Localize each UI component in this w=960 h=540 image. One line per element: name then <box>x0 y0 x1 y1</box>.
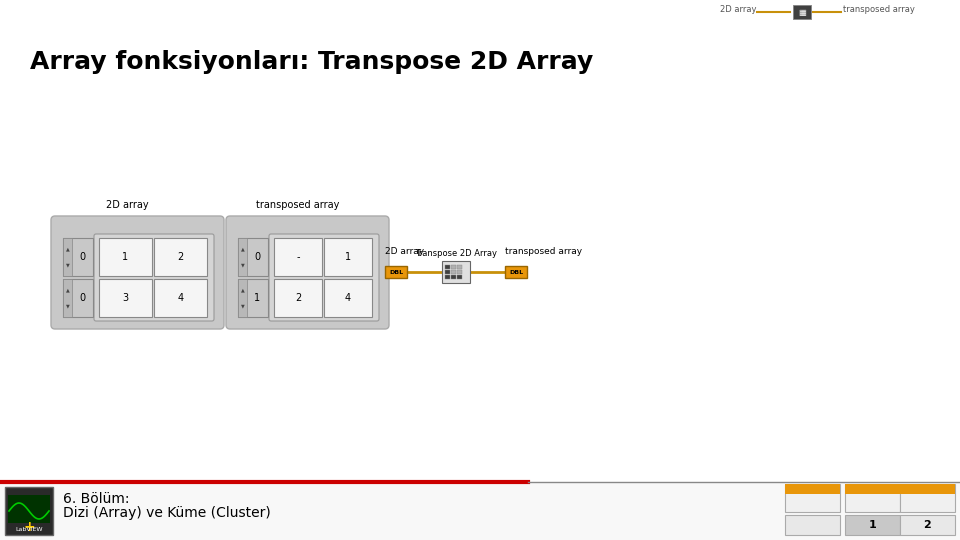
Bar <box>8 495 50 523</box>
Bar <box>445 265 450 269</box>
Bar <box>445 270 450 274</box>
Bar <box>154 238 207 276</box>
Text: 3: 3 <box>123 293 129 303</box>
Bar <box>900 484 955 494</box>
Text: ▲: ▲ <box>65 246 69 251</box>
Bar <box>99 238 152 276</box>
Text: ▲: ▲ <box>65 287 69 292</box>
Bar <box>845 484 900 512</box>
Bar <box>238 238 268 276</box>
Text: Transpose 2D Array: Transpose 2D Array <box>415 249 497 258</box>
Text: ▲: ▲ <box>241 246 245 251</box>
Text: Array fonksiyonları: Transpose 2D Array: Array fonksiyonları: Transpose 2D Array <box>30 50 593 74</box>
Text: 4: 4 <box>345 293 351 303</box>
Bar <box>451 270 456 274</box>
Text: 1: 1 <box>123 252 129 262</box>
Bar <box>457 275 462 279</box>
Bar <box>845 515 900 535</box>
Bar <box>0 482 960 540</box>
Bar <box>5 487 53 535</box>
Text: ▼: ▼ <box>65 304 69 309</box>
Text: Dizi (Array) ve Küme (Cluster): Dizi (Array) ve Küme (Cluster) <box>63 506 271 520</box>
Bar <box>324 279 372 317</box>
Bar <box>785 515 840 535</box>
Text: 2D array: 2D array <box>385 247 424 256</box>
Bar <box>457 265 462 269</box>
Text: DBL: DBL <box>389 269 403 274</box>
Bar <box>442 261 470 283</box>
Bar <box>457 270 462 274</box>
FancyBboxPatch shape <box>226 216 389 329</box>
Bar <box>505 266 527 278</box>
Bar <box>785 484 840 512</box>
FancyBboxPatch shape <box>51 216 224 329</box>
Text: ▲: ▲ <box>241 287 245 292</box>
Text: 2: 2 <box>178 252 183 262</box>
Bar <box>900 484 955 512</box>
Bar <box>238 279 268 317</box>
Text: 2D array: 2D array <box>107 200 149 210</box>
Bar <box>274 238 322 276</box>
Bar <box>451 275 456 279</box>
Text: 2: 2 <box>295 293 301 303</box>
Text: 1: 1 <box>869 520 876 530</box>
Bar <box>63 238 93 276</box>
Text: ▼: ▼ <box>65 263 69 268</box>
Text: DBL: DBL <box>509 269 523 274</box>
FancyBboxPatch shape <box>94 234 214 321</box>
Text: transposed array: transposed array <box>843 4 915 14</box>
Text: 2D array: 2D array <box>720 4 756 14</box>
Bar <box>324 238 372 276</box>
FancyBboxPatch shape <box>269 234 379 321</box>
Text: 0: 0 <box>80 293 85 303</box>
Text: +: + <box>23 520 35 534</box>
Bar <box>845 484 900 494</box>
Text: 0: 0 <box>80 252 85 262</box>
Bar <box>63 238 72 276</box>
Text: ▦: ▦ <box>798 8 806 17</box>
Bar <box>63 279 72 317</box>
Bar <box>274 279 322 317</box>
Text: transposed array: transposed array <box>505 247 582 256</box>
Text: ▼: ▼ <box>241 304 245 309</box>
Bar <box>793 5 811 19</box>
Bar <box>900 515 955 535</box>
Bar <box>385 266 407 278</box>
Text: 0: 0 <box>254 252 260 262</box>
Bar <box>154 279 207 317</box>
Bar <box>238 279 247 317</box>
Text: 2: 2 <box>924 520 931 530</box>
Bar <box>238 238 247 276</box>
Text: 1: 1 <box>345 252 351 262</box>
Bar <box>445 275 450 279</box>
Text: 1: 1 <box>254 293 260 303</box>
Text: 4: 4 <box>178 293 183 303</box>
Text: ▼: ▼ <box>241 263 245 268</box>
Text: 6. Bölüm:: 6. Bölüm: <box>63 492 130 506</box>
Text: transposed array: transposed array <box>255 200 339 210</box>
Bar <box>451 265 456 269</box>
Text: LabVIEW: LabVIEW <box>15 527 43 532</box>
Bar <box>99 279 152 317</box>
Text: -: - <box>297 252 300 262</box>
Bar <box>785 484 840 494</box>
Bar <box>63 279 93 317</box>
